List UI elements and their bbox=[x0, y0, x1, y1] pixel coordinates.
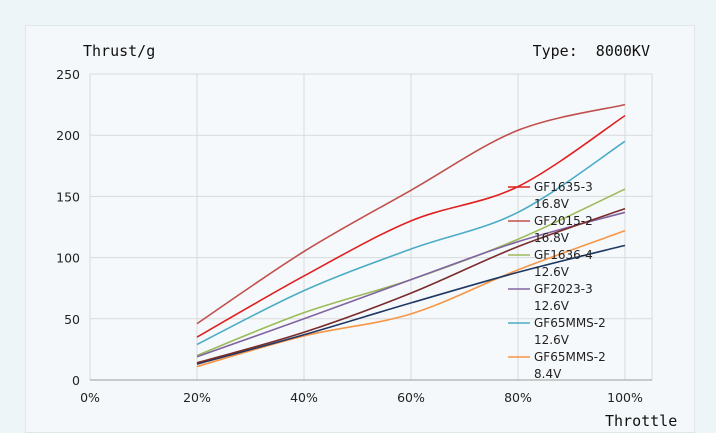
legend-voltage: 16.8V bbox=[534, 231, 570, 245]
grid bbox=[89, 73, 653, 381]
x-tick-label: 0% bbox=[80, 390, 100, 405]
y-tick-label: 250 bbox=[56, 67, 80, 82]
legend-voltage: 12.6V bbox=[534, 265, 570, 279]
x-tick-label: 60% bbox=[397, 390, 425, 405]
x-tick-label: 80% bbox=[504, 390, 532, 405]
y-tick-label: 150 bbox=[56, 189, 80, 204]
y-tick-label: 200 bbox=[56, 128, 80, 143]
x-axis-title: Throttle bbox=[605, 412, 677, 430]
y-axis-title: Thrust/g bbox=[83, 42, 155, 60]
x-tick-label: 100% bbox=[607, 390, 643, 405]
legend-name: GF2015-2 bbox=[534, 214, 593, 228]
legend-voltage: 12.6V bbox=[534, 299, 570, 313]
series-line-1 bbox=[196, 103, 626, 325]
legend-name: GF1636-4 bbox=[534, 248, 593, 262]
legend-voltage: 12.6V bbox=[534, 333, 570, 347]
y-tick-label: 50 bbox=[64, 312, 80, 327]
legend-name: GF65MMS-2 bbox=[534, 350, 606, 364]
legend-voltage: 16.8V bbox=[534, 197, 570, 211]
chart-title: Type: 8000KV bbox=[533, 42, 650, 60]
legend: GF1635-3 16.8V GF2015-2 16.8V GF1636-4 12.6V G… bbox=[508, 180, 606, 381]
x-tick-label: 40% bbox=[290, 390, 318, 405]
legend-name: GF2023-3 bbox=[534, 282, 593, 296]
series-lines bbox=[196, 103, 626, 368]
series-line-4 bbox=[196, 140, 626, 346]
x-tick-label: 20% bbox=[183, 390, 211, 405]
y-tick-label: 0 bbox=[72, 373, 80, 388]
plot-area bbox=[90, 74, 652, 380]
legend-voltage: 8.4V bbox=[534, 367, 562, 381]
y-tick-label: 100 bbox=[56, 251, 80, 266]
legend-name: GF1635-3 bbox=[534, 180, 593, 194]
legend-name: GF65MMS-2 bbox=[534, 316, 606, 330]
tick-labels: 0 50 100 150 200 250 0% 20% 40% 60% 80% 100% bbox=[56, 67, 643, 405]
